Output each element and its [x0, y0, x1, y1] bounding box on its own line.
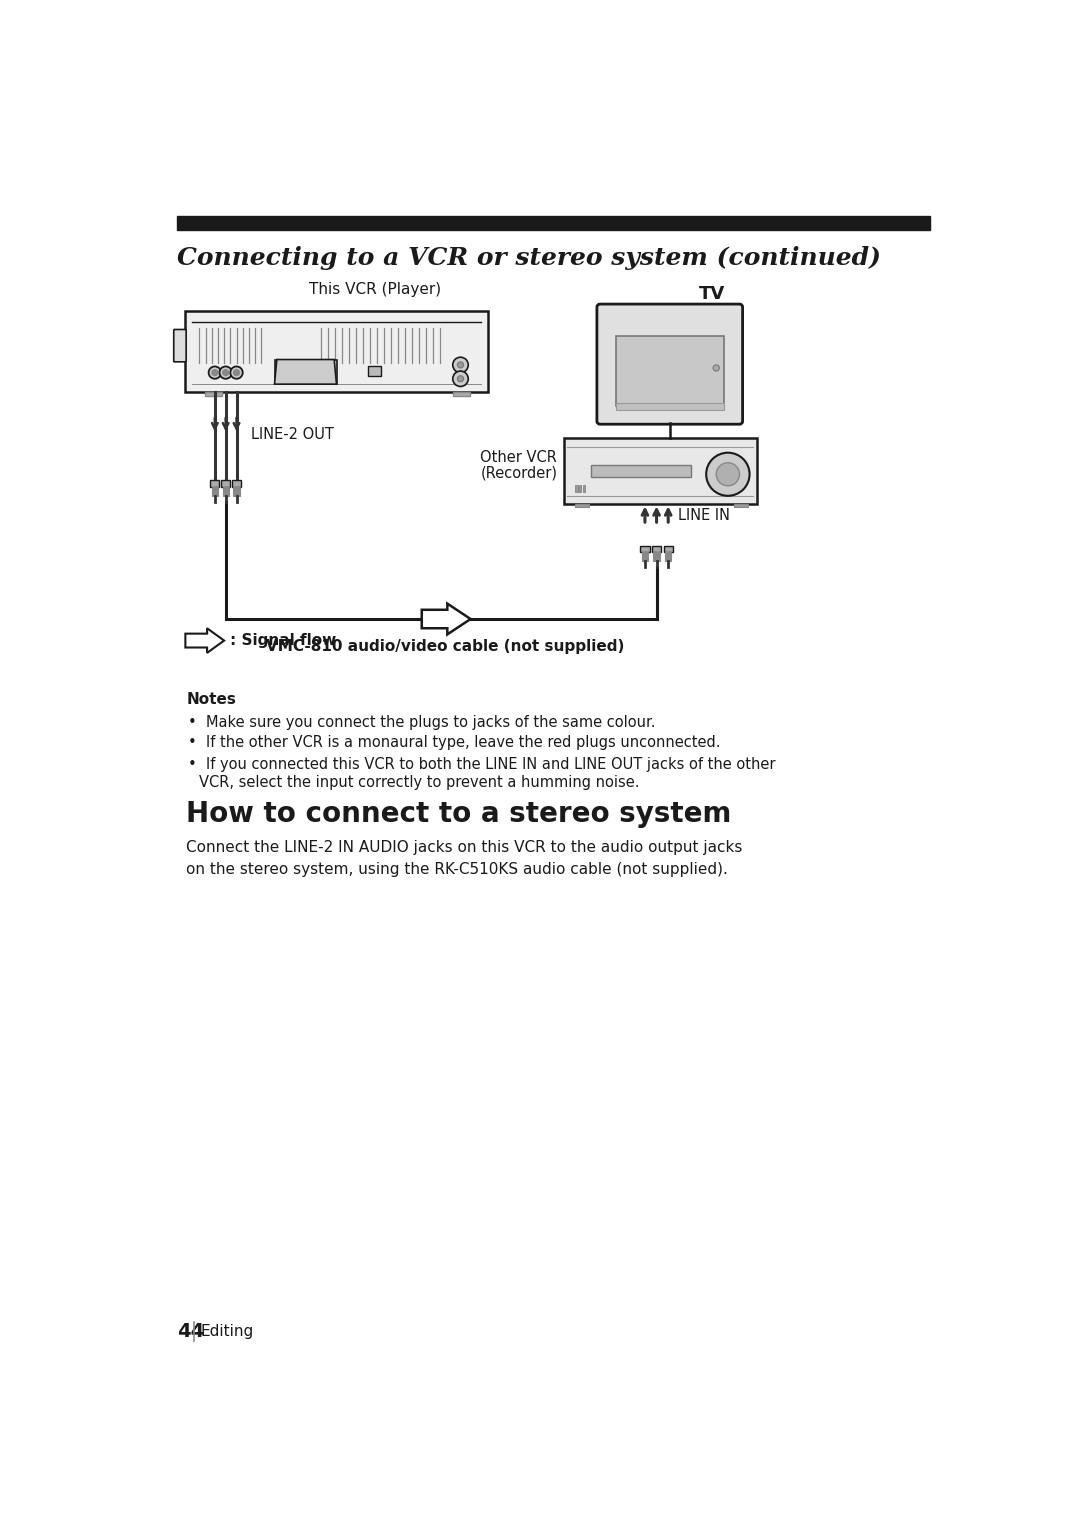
Bar [591, 464, 691, 477]
Circle shape [713, 365, 719, 371]
Bar [186, 311, 488, 392]
Bar [453, 392, 470, 397]
Circle shape [219, 366, 232, 379]
Bar [665, 552, 672, 561]
Circle shape [706, 452, 750, 495]
Bar [652, 546, 661, 552]
Bar [205, 392, 221, 397]
Bar [274, 360, 337, 385]
Bar [576, 503, 590, 507]
FancyBboxPatch shape [597, 304, 743, 425]
Bar [640, 546, 649, 552]
Bar [212, 486, 218, 495]
Polygon shape [422, 604, 471, 635]
Text: Other VCR: Other VCR [481, 451, 557, 464]
Text: VMC-810 audio/video cable (not supplied): VMC-810 audio/video cable (not supplied) [266, 639, 624, 655]
Text: Editing: Editing [200, 1325, 254, 1338]
Text: Notes: Notes [186, 693, 237, 707]
Bar [583, 484, 585, 492]
Bar [642, 552, 648, 561]
Text: LINE IN: LINE IN [678, 507, 730, 523]
Text: : Signal flow: : Signal flow [230, 633, 336, 648]
Text: This VCR (Player): This VCR (Player) [309, 282, 442, 297]
Bar [232, 480, 241, 486]
Text: How to connect to a stereo system: How to connect to a stereo system [186, 800, 731, 828]
Bar [576, 484, 578, 492]
Bar [616, 403, 724, 411]
Circle shape [233, 369, 240, 376]
Bar [221, 480, 230, 486]
Circle shape [458, 376, 463, 382]
Circle shape [458, 362, 463, 368]
Bar [367, 366, 381, 377]
Bar [663, 546, 673, 552]
Text: •  If you connected this VCR to both the LINE IN and LINE OUT jacks of the other: • If you connected this VCR to both the … [188, 757, 775, 771]
Text: Connecting to a VCR or stereo system (continued): Connecting to a VCR or stereo system (co… [177, 245, 881, 270]
Circle shape [212, 369, 218, 376]
Text: •  If the other VCR is a monaural type, leave the red plugs unconnected.: • If the other VCR is a monaural type, l… [188, 736, 720, 750]
Circle shape [716, 463, 740, 486]
Bar [734, 503, 748, 507]
Bar [233, 486, 240, 495]
Circle shape [230, 366, 243, 379]
Polygon shape [186, 629, 225, 653]
Bar [211, 480, 219, 486]
Circle shape [453, 357, 469, 373]
FancyBboxPatch shape [174, 330, 186, 362]
Bar [616, 336, 724, 406]
Text: TV: TV [699, 285, 726, 304]
Bar [564, 438, 757, 503]
Circle shape [208, 366, 221, 379]
Bar [222, 486, 229, 495]
Text: 44: 44 [177, 1321, 204, 1341]
Text: Connect the LINE-2 IN AUDIO jacks on this VCR to the audio output jacks
on the s: Connect the LINE-2 IN AUDIO jacks on thi… [186, 840, 743, 877]
Circle shape [222, 369, 229, 376]
Bar [177, 216, 930, 230]
Bar [579, 484, 581, 492]
Text: (Recorder): (Recorder) [481, 466, 557, 480]
Bar [653, 552, 660, 561]
Text: •  Make sure you connect the plugs to jacks of the same colour.: • Make sure you connect the plugs to jac… [188, 716, 656, 730]
Text: LINE-2 OUT: LINE-2 OUT [252, 426, 334, 442]
Text: VCR, select the input correctly to prevent a humming noise.: VCR, select the input correctly to preve… [200, 776, 639, 791]
Polygon shape [274, 360, 337, 385]
Circle shape [453, 371, 469, 386]
